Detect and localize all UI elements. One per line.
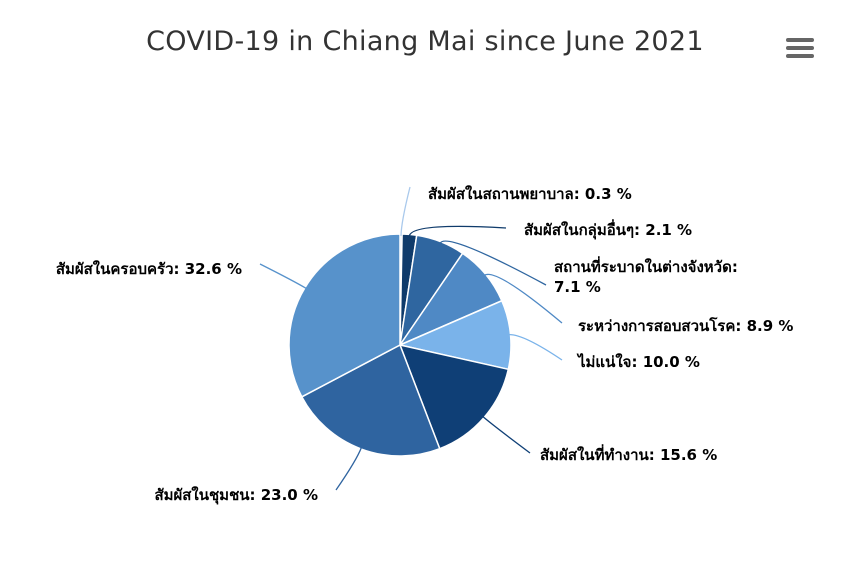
data-label: สัมผัสในสถานพยาบาล: 0.3 % <box>428 185 632 203</box>
data-label: ไม่แน่ใจ: 10.0 % <box>576 352 700 371</box>
data-label-line: ระหว่างการสอบสวนโรค: 8.9 % <box>578 316 793 335</box>
pie-slices <box>288 233 512 457</box>
hamburger-menu-icon[interactable] <box>786 38 814 62</box>
data-label: ระหว่างการสอบสวนโรค: 8.9 % <box>578 316 793 335</box>
data-label-line: ไม่แน่ใจ: 10.0 % <box>576 352 700 371</box>
data-label-line: 7.1 % <box>554 278 601 296</box>
label-connector <box>483 273 563 324</box>
label-connector <box>508 334 563 361</box>
label-connector <box>482 415 531 454</box>
data-label-line: สัมผัสในชุมชน: 23.0 % <box>154 486 318 505</box>
label-connector <box>259 263 308 290</box>
label-connector <box>439 240 547 286</box>
chart-title: COVID-19 in Chiang Mai since June 2021 <box>146 26 704 57</box>
data-label-line: สัมผัสในสถานพยาบาล: 0.3 % <box>428 185 632 203</box>
label-connectors <box>259 186 563 491</box>
data-label-line: สัมผัสในกลุ่มอื่นๆ: 2.1 % <box>524 219 692 240</box>
data-label: สถานที่ระบาดในต่างจังหวัด: 7.1 % <box>554 256 738 296</box>
data-label-line: สถานที่ระบาดในต่างจังหวัด: <box>554 256 738 276</box>
data-label-line: สัมผัสในที่ทำงาน: 15.6 % <box>540 444 717 464</box>
label-connector <box>335 446 363 491</box>
data-label: สัมผัสในครอบครัว: 32.6 % <box>56 260 242 278</box>
data-label: สัมผัสในชุมชน: 23.0 % <box>154 486 318 505</box>
data-label-line: สัมผัสในครอบครัว: 32.6 % <box>56 260 242 278</box>
label-connector <box>400 186 411 237</box>
data-labels: สัมผัสในสถานพยาบาล: 0.3 % สัมผัสในกลุ่มอื… <box>56 185 794 505</box>
data-label: สัมผัสในที่ทำงาน: 15.6 % <box>540 444 717 464</box>
data-label: สัมผัสในกลุ่มอื่นๆ: 2.1 % <box>524 219 692 240</box>
label-connector <box>408 225 507 237</box>
